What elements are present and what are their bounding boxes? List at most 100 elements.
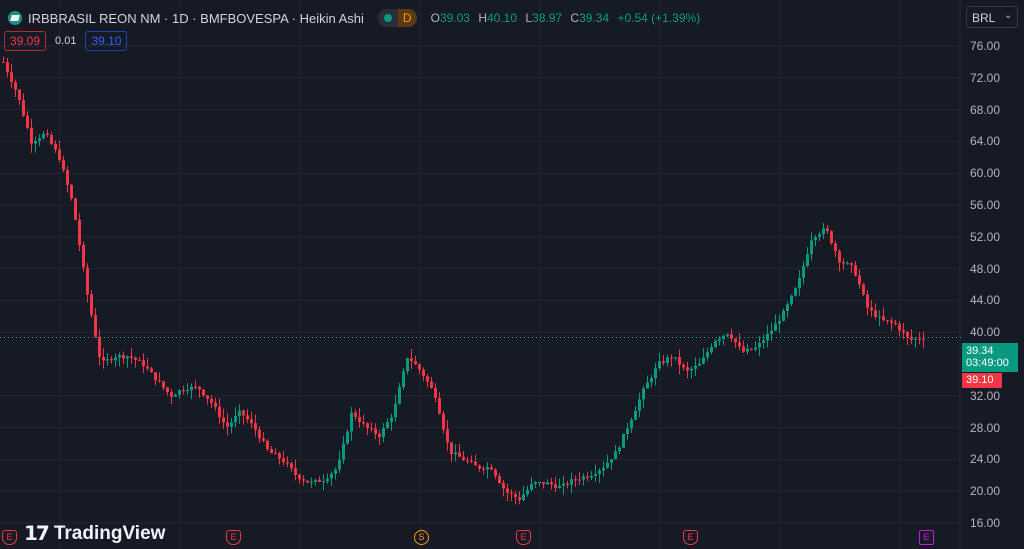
candle-body bbox=[210, 398, 213, 403]
candle-body bbox=[590, 475, 593, 478]
candle-body bbox=[770, 330, 773, 335]
candle-body bbox=[614, 451, 617, 460]
candle-body bbox=[18, 89, 21, 101]
y-tick-label: 68.00 bbox=[970, 102, 1001, 117]
tv-logo-icon: 𝟭𝟳 bbox=[24, 523, 50, 545]
tradingview-logo[interactable]: 𝟭𝟳 TradingView bbox=[24, 522, 166, 546]
candle-body bbox=[390, 417, 393, 422]
candle-body bbox=[562, 483, 565, 486]
candle-body bbox=[718, 338, 721, 341]
candle-body bbox=[398, 387, 401, 404]
candle-body bbox=[666, 357, 669, 363]
candle-body bbox=[878, 316, 881, 318]
candle-body bbox=[354, 412, 357, 417]
candle-body bbox=[566, 483, 569, 485]
candle-body bbox=[726, 334, 729, 336]
candle-body bbox=[170, 392, 173, 397]
candle-body bbox=[470, 461, 473, 463]
candle-body bbox=[810, 240, 813, 255]
change: +0.54 (+1.39%) bbox=[617, 11, 701, 25]
candle-body bbox=[214, 402, 217, 407]
candle-body bbox=[598, 470, 601, 474]
symbol-logo-icon bbox=[8, 11, 22, 25]
candle-body bbox=[218, 406, 221, 418]
candle-body bbox=[342, 443, 345, 460]
candle-body bbox=[74, 198, 77, 220]
candle-body bbox=[90, 294, 93, 316]
candle-body bbox=[782, 310, 785, 321]
candle-body bbox=[902, 330, 905, 333]
earnings-event-icon[interactable]: E bbox=[2, 530, 17, 545]
candle-body bbox=[758, 342, 761, 348]
candle-body bbox=[762, 340, 765, 343]
market-status[interactable]: D bbox=[377, 9, 417, 27]
candle-body bbox=[490, 467, 493, 470]
candle-body bbox=[546, 482, 549, 485]
candle-body bbox=[654, 368, 657, 379]
earnings-event-icon[interactable]: E bbox=[516, 530, 531, 545]
candle-body bbox=[714, 340, 717, 347]
candle-body bbox=[710, 346, 713, 353]
candle-body bbox=[22, 100, 25, 116]
earnings-event-icon[interactable]: E bbox=[226, 530, 241, 545]
candle-body bbox=[62, 160, 65, 170]
candle-body bbox=[742, 346, 745, 352]
currency-select[interactable]: BRL ⌄ bbox=[966, 6, 1018, 28]
candle-body bbox=[910, 336, 913, 340]
candle-body bbox=[626, 428, 629, 434]
candle-body bbox=[678, 357, 681, 365]
y-tick-label: 48.00 bbox=[970, 261, 1001, 276]
buy-button[interactable]: 39.10 bbox=[85, 31, 128, 51]
split-event-icon[interactable]: S bbox=[414, 530, 429, 545]
y-tick-label: 20.00 bbox=[970, 484, 1001, 499]
candle-body bbox=[134, 357, 137, 360]
candle-body bbox=[894, 322, 897, 324]
candle-body bbox=[190, 386, 193, 391]
candle-body bbox=[870, 307, 873, 311]
interval-badge: D bbox=[397, 9, 417, 27]
candle-body bbox=[794, 288, 797, 296]
candle-body bbox=[286, 462, 289, 464]
candle-body bbox=[906, 332, 909, 337]
last-price-label: 39.34 03:49:00 bbox=[962, 343, 1018, 372]
candle-body bbox=[750, 348, 753, 350]
candle-body bbox=[278, 453, 281, 459]
candle-body bbox=[542, 482, 545, 485]
y-tick-label: 72.00 bbox=[970, 70, 1001, 85]
y-tick-label: 64.00 bbox=[970, 134, 1001, 149]
candle-body bbox=[514, 493, 517, 498]
candle-body bbox=[46, 133, 49, 135]
candle-body bbox=[198, 386, 201, 390]
spread: 0.01 bbox=[55, 35, 77, 47]
candle-body bbox=[886, 319, 889, 321]
candle-body bbox=[642, 388, 645, 400]
candle-body bbox=[458, 452, 461, 457]
candle-body bbox=[358, 416, 361, 422]
candle-body bbox=[698, 363, 701, 366]
ohlc-values: O39.03 H40.10 L38.97 C39.34 +0.54 (+1.39… bbox=[430, 11, 701, 25]
candle-body bbox=[850, 263, 853, 266]
candle-body bbox=[498, 476, 501, 484]
candle-body bbox=[78, 219, 81, 245]
candle-body bbox=[826, 228, 829, 232]
symbol-title[interactable]: IRBBRASIL REON NM · 1D · BMFBOVESPA · He… bbox=[28, 10, 364, 26]
candle-body bbox=[422, 369, 425, 376]
candle-body bbox=[274, 453, 277, 455]
candle-body bbox=[526, 489, 529, 495]
candle-body bbox=[86, 267, 89, 295]
candle-body bbox=[306, 480, 309, 483]
earnings-event-icon[interactable]: E bbox=[919, 530, 934, 545]
earnings-event-icon[interactable]: E bbox=[683, 530, 698, 545]
candle-body bbox=[102, 357, 105, 361]
candle-body bbox=[818, 234, 821, 238]
candle-body bbox=[290, 463, 293, 469]
candle-body bbox=[338, 459, 341, 470]
candle-body bbox=[142, 360, 145, 367]
sell-button[interactable]: 39.09 bbox=[4, 31, 47, 51]
candle-body bbox=[570, 479, 573, 485]
candle-body bbox=[442, 413, 445, 430]
candle-body bbox=[466, 460, 469, 462]
candle-body bbox=[330, 473, 333, 479]
candle-body bbox=[922, 339, 925, 341]
